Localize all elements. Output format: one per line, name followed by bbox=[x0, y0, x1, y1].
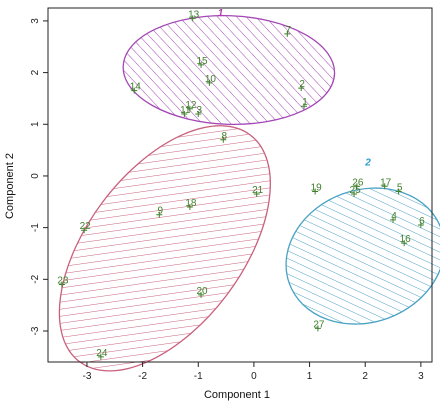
x-tick-label: 1 bbox=[307, 371, 313, 382]
data-point bbox=[97, 353, 104, 360]
y-tick-label: 1 bbox=[30, 121, 41, 127]
data-point bbox=[156, 211, 163, 218]
x-axis-label: Component 1 bbox=[204, 389, 270, 401]
cluster-label: 2 bbox=[364, 158, 371, 169]
y-tick-label: 2 bbox=[30, 69, 41, 75]
cluster-ellipse bbox=[122, 15, 336, 126]
point-label: 17 bbox=[380, 177, 392, 188]
point-label: 13 bbox=[188, 9, 200, 20]
point-label: 5 bbox=[397, 182, 403, 193]
x-tick-label: 0 bbox=[251, 371, 257, 382]
y-tick-label: -2 bbox=[30, 274, 41, 283]
data-point bbox=[284, 30, 291, 37]
point-label: 27 bbox=[313, 319, 325, 330]
point-label: 2 bbox=[299, 79, 305, 90]
data-point bbox=[189, 15, 196, 22]
data-point bbox=[312, 188, 319, 195]
cluster-label: 1 bbox=[218, 8, 224, 19]
cluster-ellipse bbox=[285, 187, 440, 325]
point-label: 18 bbox=[185, 198, 197, 209]
cluster-ellipse bbox=[58, 125, 272, 372]
point-label: 26 bbox=[352, 177, 364, 188]
point-label: 19 bbox=[311, 182, 323, 193]
data-point bbox=[390, 216, 397, 223]
data-point bbox=[353, 183, 360, 190]
data-point bbox=[58, 281, 65, 288]
x-tick-label: -3 bbox=[83, 371, 92, 382]
point-label: 10 bbox=[205, 74, 217, 85]
x-tick-label: -1 bbox=[194, 371, 203, 382]
y-tick-label: -1 bbox=[30, 223, 41, 232]
x-tick-label: 2 bbox=[362, 371, 368, 382]
data-point bbox=[395, 188, 402, 195]
point-label: 3 bbox=[196, 105, 202, 116]
y-tick-label: -3 bbox=[30, 326, 41, 335]
data-point bbox=[206, 79, 213, 86]
point-label: 16 bbox=[400, 234, 412, 245]
point-label: 15 bbox=[196, 56, 208, 67]
data-point bbox=[181, 110, 188, 117]
data-point bbox=[301, 103, 307, 110]
point-label: 8 bbox=[222, 131, 228, 142]
point-label: 12 bbox=[185, 100, 197, 111]
point-label: 4 bbox=[391, 211, 397, 222]
point-label: 23 bbox=[57, 275, 69, 286]
point-label: 25 bbox=[350, 185, 362, 196]
data-point bbox=[381, 183, 388, 190]
data-point bbox=[351, 191, 358, 198]
data-point bbox=[198, 61, 205, 68]
x-tick-label: -2 bbox=[138, 371, 147, 382]
point-label: 21 bbox=[252, 185, 264, 196]
point-label: 11 bbox=[180, 105, 191, 116]
point-label: 24 bbox=[96, 348, 108, 359]
point-label: 9 bbox=[158, 206, 164, 217]
data-point bbox=[131, 87, 138, 94]
data-point bbox=[186, 105, 193, 112]
y-tick-label: 3 bbox=[30, 18, 41, 24]
point-label: 1 bbox=[302, 97, 308, 108]
point-label: 6 bbox=[419, 216, 425, 227]
data-point bbox=[253, 191, 260, 198]
point-label: 14 bbox=[130, 82, 142, 93]
data-point bbox=[198, 291, 205, 298]
x-tick-label: 3 bbox=[418, 371, 424, 382]
point-label: 22 bbox=[80, 221, 92, 232]
data-point bbox=[81, 227, 88, 234]
data-point bbox=[401, 240, 408, 247]
point-label: 7 bbox=[286, 25, 292, 36]
data-point bbox=[314, 325, 321, 332]
data-point bbox=[298, 85, 305, 92]
data-point bbox=[417, 222, 424, 229]
point-label: 20 bbox=[196, 286, 208, 297]
y-axis-label: Component 2 bbox=[4, 153, 16, 219]
data-point bbox=[186, 203, 193, 210]
data-point bbox=[195, 110, 202, 117]
plot-frame bbox=[47, 7, 433, 363]
data-point bbox=[220, 136, 227, 143]
y-tick-label: 0 bbox=[30, 173, 41, 179]
